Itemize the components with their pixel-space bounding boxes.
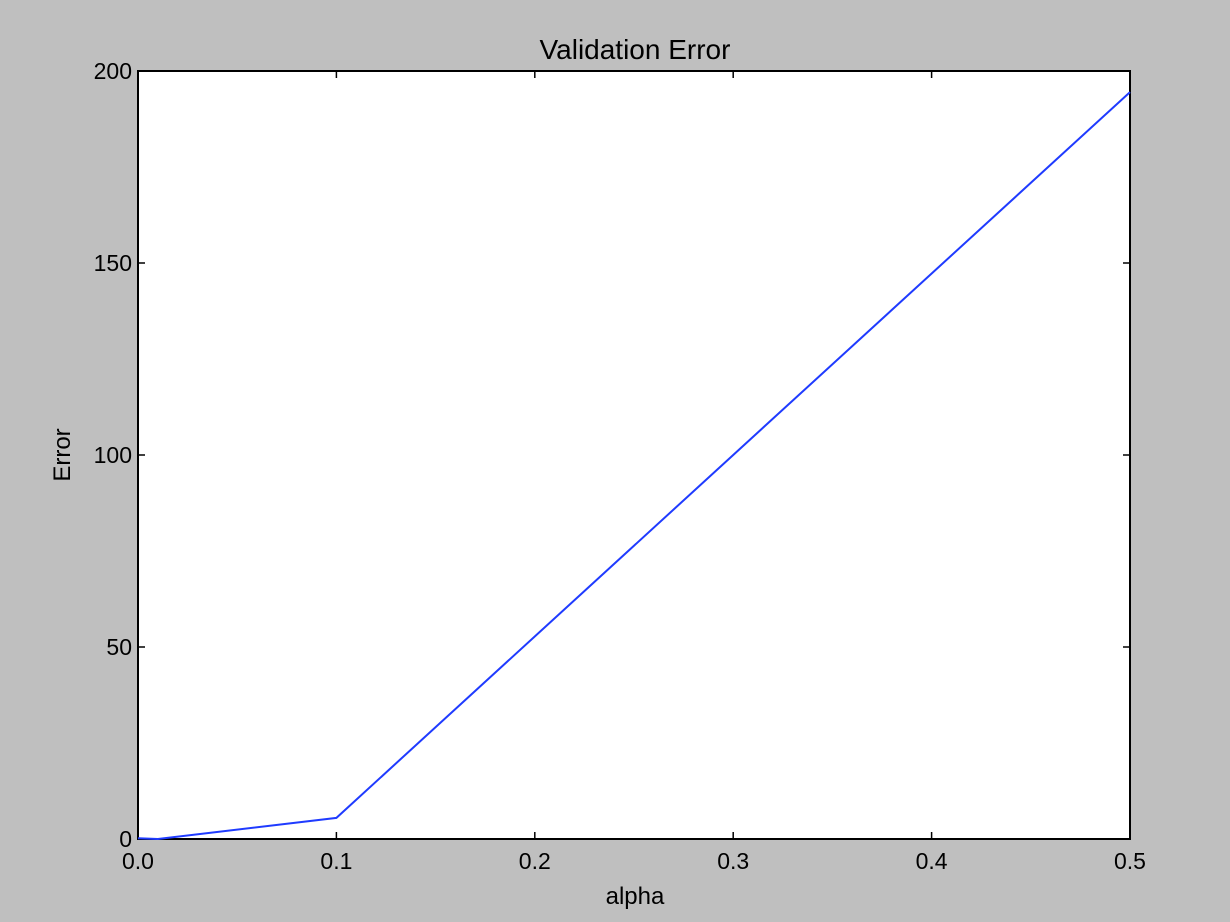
- x-tick-label: 0.3: [717, 848, 749, 874]
- plot-area: [137, 70, 1131, 840]
- x-tick-label: 0.2: [519, 848, 551, 874]
- x-tick-label: 0.4: [916, 848, 948, 874]
- chart-title: Validation Error: [540, 34, 731, 65]
- series-layer: [137, 91, 1131, 841]
- y-tick-label: 50: [106, 634, 132, 660]
- series-line: [137, 91, 1131, 841]
- y-tick-label: 200: [94, 58, 132, 84]
- x-tick-label: 0.5: [1114, 848, 1146, 874]
- y-tick-label: 0: [119, 826, 132, 852]
- y-tick-label: 100: [94, 442, 132, 468]
- y-axis-label: Error: [49, 428, 76, 481]
- y-tick-label: 150: [94, 250, 132, 276]
- x-axis-label: alpha: [606, 883, 665, 910]
- x-tick-label: 0.0: [122, 848, 154, 874]
- x-tick-label: 0.1: [320, 848, 352, 874]
- ticks-layer: 0.0 0.1 0.2 0.3 0.4 0.5 0 50 100 150 200: [94, 58, 1146, 874]
